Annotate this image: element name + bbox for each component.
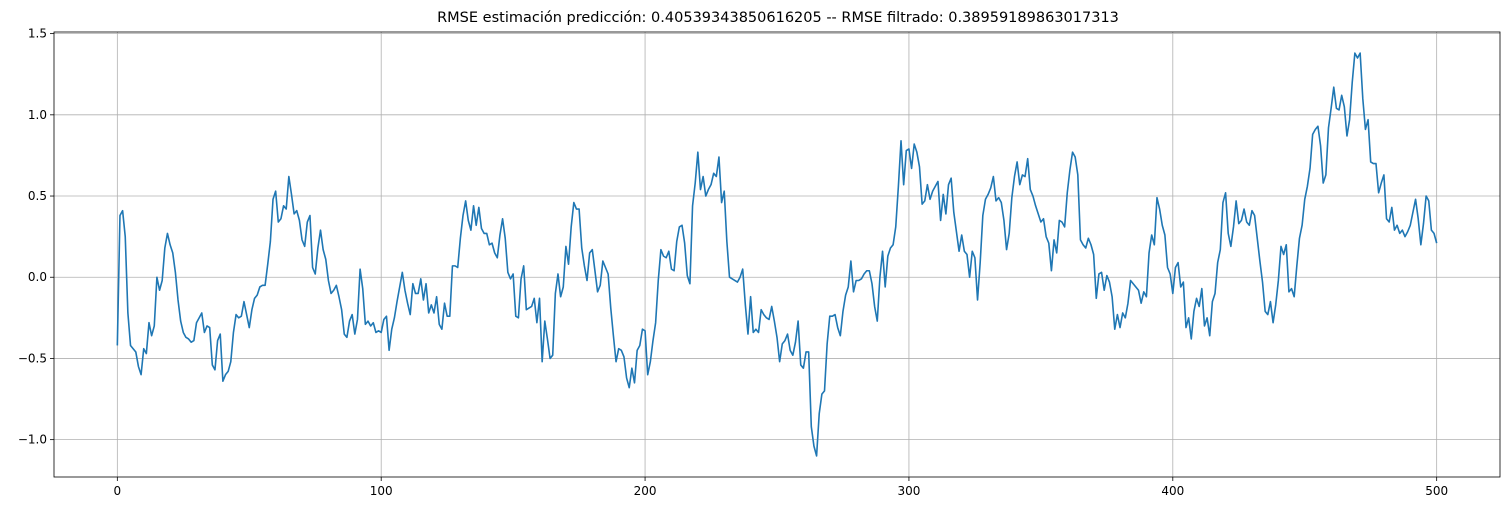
x-tick-label: 500 [1425, 484, 1448, 498]
x-tick-label: 300 [897, 484, 920, 498]
y-tick-label: −0.5 [18, 351, 47, 365]
y-tick-label: 1.0 [28, 108, 47, 122]
ticks: 0 100 200 300 400 500 −1.0 −0.5 0.0 0.5 1.0 1.5 [18, 27, 1448, 498]
x-tick-label: 0 [114, 484, 122, 498]
grid [54, 32, 1500, 477]
plot-frame [53, 31, 1501, 478]
x-tick-label: 100 [370, 484, 393, 498]
chart-title: RMSE estimación predicción: 0.4053934385… [437, 10, 1119, 26]
y-tick-label: 0.5 [28, 189, 47, 203]
x-tick-label: 200 [634, 484, 657, 498]
y-tick-label: −1.0 [18, 433, 47, 447]
series-line [116, 52, 1438, 457]
x-tick-label: 400 [1161, 484, 1184, 498]
y-tick-label: 1.5 [28, 27, 47, 41]
y-tick-label: 0.0 [28, 270, 47, 284]
series-layer [116, 52, 1438, 457]
